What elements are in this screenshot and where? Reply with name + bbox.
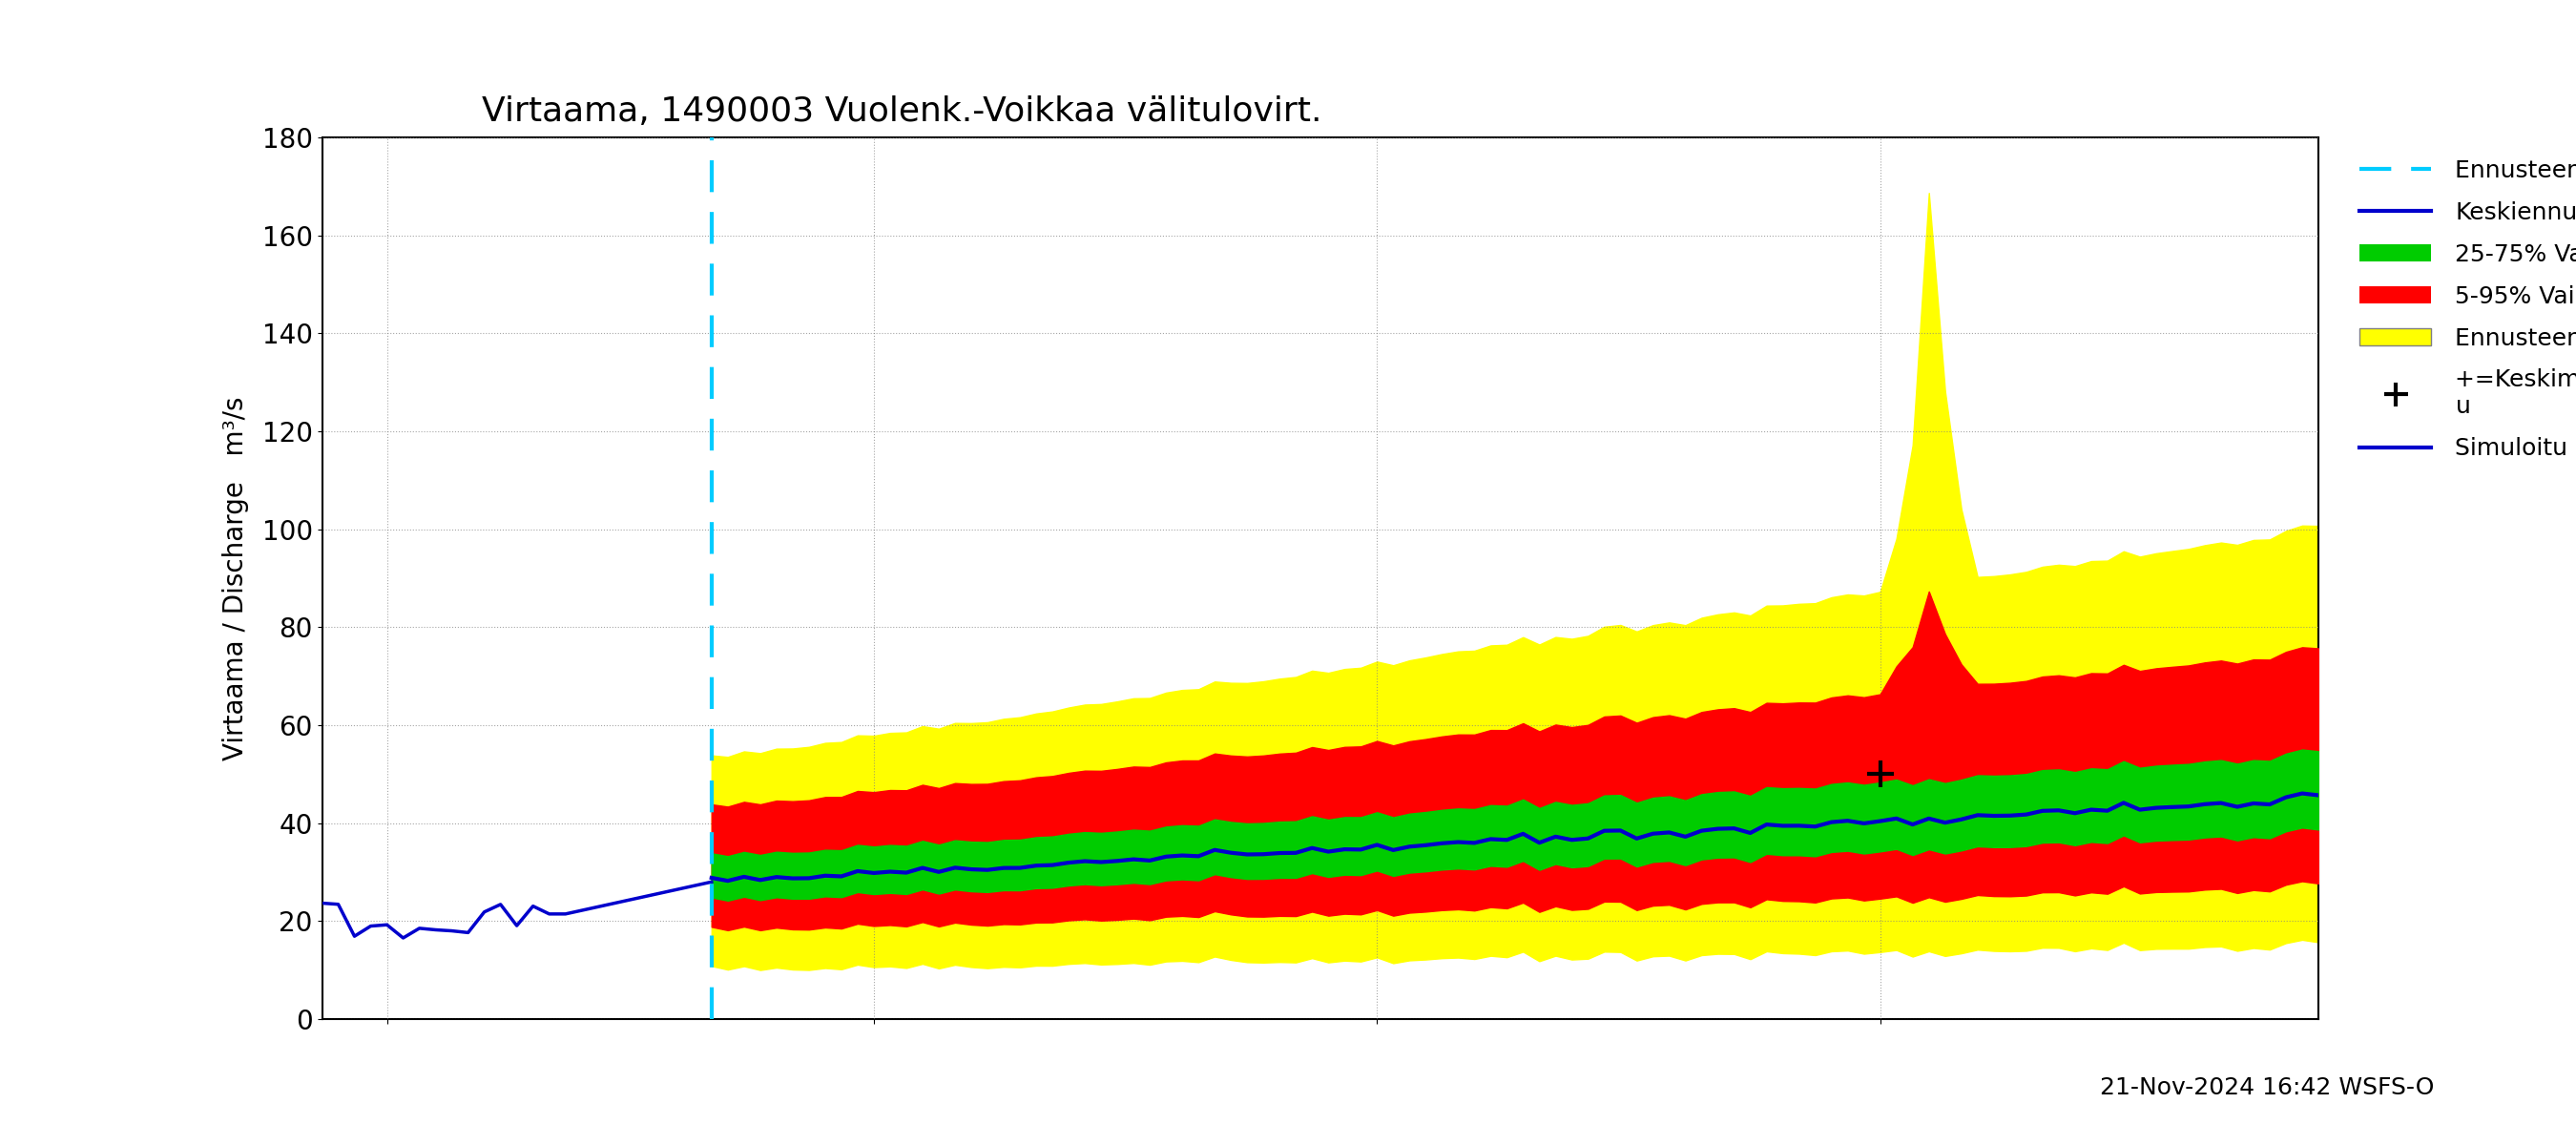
Text: 21-Nov-2024 16:42 WSFS-O: 21-Nov-2024 16:42 WSFS-O [2099, 1076, 2434, 1099]
Text: Virtaama, 1490003 Vuolenk.-Voikkaa välitulovirt.: Virtaama, 1490003 Vuolenk.-Voikkaa välit… [482, 96, 1321, 128]
Legend: Ennusteen alku, Keskiennuste, 25-75% Vaihteluväli, 5-95% Vaihteluväli, Ennusteen: Ennusteen alku, Keskiennuste, 25-75% Vai… [2349, 149, 2576, 469]
Y-axis label: Virtaama / Discharge   m³/s: Virtaama / Discharge m³/s [222, 396, 250, 760]
